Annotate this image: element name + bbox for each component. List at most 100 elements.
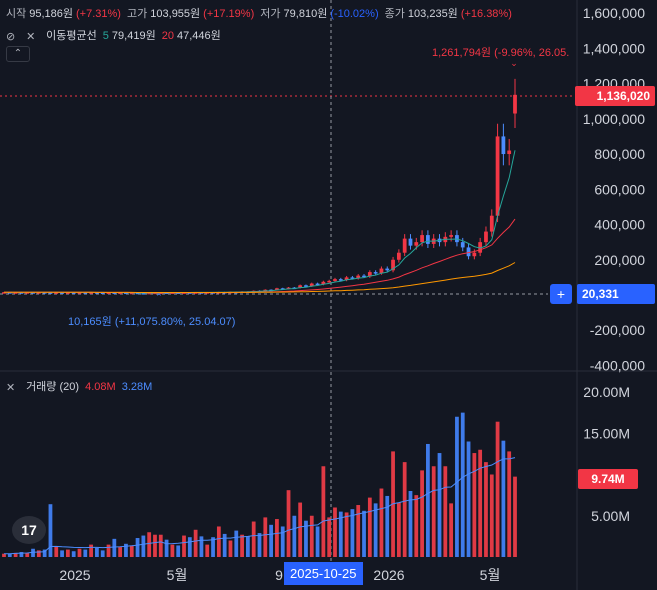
volume-bar [164, 539, 169, 557]
volume-bar [234, 530, 239, 557]
candle [176, 292, 181, 294]
volume-bar [292, 515, 297, 557]
candle [65, 292, 70, 294]
volume-ma-value: 3.28M [121, 381, 153, 393]
volume-bar [501, 440, 506, 557]
candle [484, 231, 488, 243]
ma5-period: 5 [102, 30, 109, 42]
volume-bar [83, 549, 88, 557]
volume-bar [100, 550, 105, 557]
x-tick-label: 2026 [373, 567, 404, 583]
ma20-period: 20 [161, 30, 174, 42]
volume-bar [13, 552, 18, 557]
candle [187, 292, 192, 294]
volume-bar [135, 538, 140, 557]
high-pct: (+17.19%) [203, 8, 255, 20]
low-annotation: 10,165원 (+11,075.80%, 25.04.07) [68, 316, 236, 328]
candle [507, 150, 512, 155]
candle [472, 252, 477, 257]
price-tick-label: 800,000 [594, 146, 645, 162]
volume-bar [7, 553, 12, 557]
candle [147, 292, 152, 295]
volume-bar [489, 474, 494, 557]
high-value: 103,955원 [150, 8, 201, 20]
candle [129, 292, 134, 295]
crosshair-price-tag: 20,331 [577, 284, 655, 304]
open-label: 시작 [6, 8, 27, 20]
candle [141, 293, 146, 295]
volume-ma-line [4, 457, 516, 555]
candle [333, 279, 337, 281]
candle [391, 259, 395, 271]
price-tick-label: 1,600,000 [583, 5, 645, 21]
candle [362, 275, 366, 278]
volume-bar [402, 462, 407, 557]
volume-bar [309, 515, 314, 557]
volume-bar [25, 552, 30, 557]
candle [321, 281, 326, 285]
price-tick-label: 600,000 [594, 181, 645, 197]
volume-bar [60, 550, 64, 557]
x-tick-label: 5월 [167, 567, 188, 583]
visibility-icon[interactable]: ⊘ [6, 31, 16, 44]
price-tick-label: 400,000 [594, 217, 645, 233]
volume-bar [362, 510, 366, 557]
volume-bar [420, 470, 424, 557]
last-volume-tag: 9.74M [578, 469, 638, 489]
price-tick-label: 200,000 [594, 252, 645, 268]
close-value: 103,235원 [407, 8, 458, 20]
add-alert-button[interactable]: + [550, 284, 572, 304]
collapse-legend-icon[interactable]: ⌃ [6, 46, 30, 62]
high-marker: ⌄ [510, 58, 518, 68]
volume-bar [437, 453, 442, 557]
volume-legend: ✕ 거래량 (20) 4.08M 3.28M [6, 378, 155, 394]
volume-bar [182, 535, 186, 557]
candle [304, 285, 308, 287]
candle [83, 292, 88, 294]
candle [54, 292, 59, 294]
volume-bar [257, 533, 262, 557]
volume-bar [286, 490, 291, 557]
candle [7, 292, 12, 294]
price-tick-label: -400,000 [590, 357, 645, 373]
volume-tick-label: 15.00M [583, 425, 630, 441]
open-value: 95,186원 [29, 8, 74, 20]
candle [315, 283, 320, 286]
close-label: 종가 [384, 8, 405, 20]
volume-bar [77, 548, 82, 557]
candle [298, 285, 303, 288]
candle [327, 280, 332, 283]
volume-bar [414, 495, 419, 557]
close-volume-icon[interactable]: ✕ [6, 382, 16, 395]
price-tick-label: -200,000 [590, 322, 645, 338]
candle [135, 292, 140, 295]
candle [344, 277, 349, 281]
volume-title: 거래량 (20) [26, 381, 80, 393]
volume-bar [408, 491, 413, 557]
volume-bar [48, 504, 53, 557]
volume-bar [176, 545, 181, 557]
price-tick-label: 1,000,000 [583, 111, 645, 127]
candle [449, 235, 454, 237]
candle [501, 136, 506, 155]
volume-bar [356, 505, 361, 557]
candle [95, 292, 99, 294]
volume-bar [19, 552, 24, 557]
low-pct: (-10.02%) [330, 8, 379, 20]
volume-bar [280, 526, 285, 557]
ma-title: 이동평균선 [46, 30, 97, 42]
volume-bar [460, 412, 465, 557]
candle [396, 252, 401, 260]
volume-bar [193, 529, 198, 557]
candle [495, 136, 500, 216]
candle [414, 242, 419, 246]
close-icon[interactable]: ✕ [26, 31, 36, 44]
high-annotation: 1,261,794원 (-9.96%, 26.05. [432, 47, 570, 59]
tradingview-logo[interactable]: 17 [12, 516, 46, 544]
volume-bar [141, 535, 146, 557]
volume-bar [211, 537, 215, 557]
volume-bar [31, 548, 35, 557]
volume-bar [431, 466, 436, 557]
candle [420, 235, 424, 243]
candle [112, 292, 117, 294]
